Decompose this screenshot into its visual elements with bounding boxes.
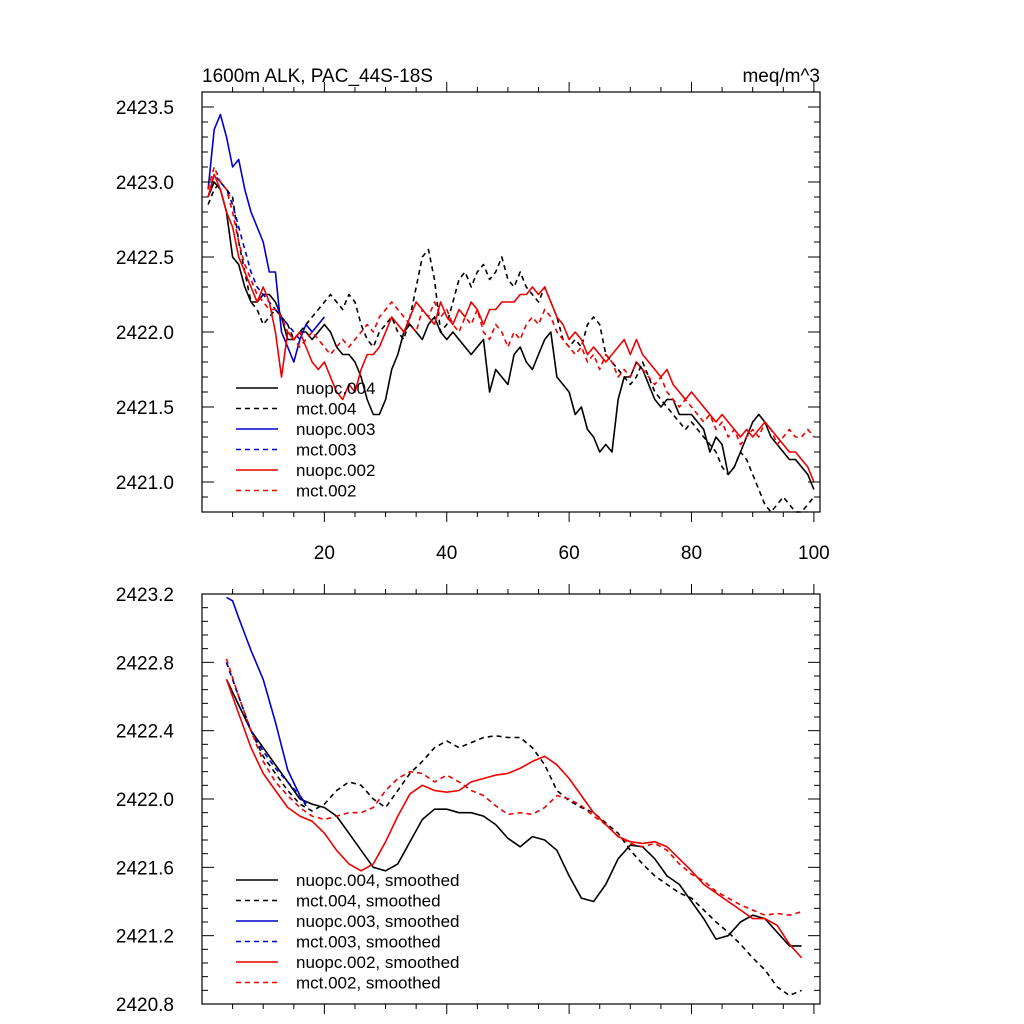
panel-1-xtick-label: 80: [681, 543, 702, 564]
panel-2-ytick-label: 2423.2: [116, 585, 174, 606]
panel-2-legend-label-2: nuopc.003, smoothed: [296, 912, 460, 931]
panel-1-units: meq/m^3: [742, 66, 820, 87]
panel-2-legend-label-5: mct.002, smoothed: [296, 974, 441, 993]
panel-2-legend-label-3: mct.003, smoothed: [296, 933, 441, 952]
panel-2-ytick-label: 2422.8: [116, 653, 174, 674]
panel-1-xtick-label: 20: [314, 543, 335, 564]
panel-1-series-line-4: [207, 173, 815, 483]
panel-2-ytick-label: 2421.6: [116, 858, 174, 879]
panel-1-legend-label-4: nuopc.002: [296, 461, 375, 480]
panel-2-series-line-4: [225, 679, 803, 959]
panel-2-ytick-label: 2420.8: [116, 995, 174, 1016]
panel-1-title: 1600m ALK, PAC_44S-18S: [202, 66, 433, 87]
panel-2-series-line-2: [226, 596, 307, 805]
panel-2-smoothed-series: 2420.8 2421.2 2421.6 2422.0 2422.4 2422.8 2423…: [116, 584, 821, 1016]
panel-1-xtick-label: 100: [798, 543, 830, 564]
panel-1-ytick-label: 2423.0: [116, 173, 174, 194]
panel-1-ytick-label: 2421.5: [116, 398, 174, 419]
panel-2-ytick-label: 2422.0: [116, 790, 174, 811]
panel-1-series-line-5: [207, 166, 815, 446]
panel-1-series-line-1: [207, 181, 815, 513]
panel-1-legend-label-2: nuopc.003: [296, 420, 375, 439]
panel-2-series-line-0: [225, 679, 802, 947]
panel-1-xtick-label: 40: [436, 543, 457, 564]
panel-2-ytick-label: 2422.4: [116, 722, 175, 743]
panel-1-legend-label-5: mct.002: [296, 482, 356, 501]
panel-1-raw-series: 2421.0 2421.5 2422.0 2422.5 2423.0 2423.5 20 40…: [116, 82, 830, 564]
panel-1-xtick-label: 60: [559, 543, 580, 564]
panel-2-legend-label-1: mct.004, smoothed: [296, 892, 441, 911]
panel-1-ytick-label: 2422.5: [116, 248, 174, 269]
panel-2-legend-label-4: nuopc.002, smoothed: [296, 953, 460, 972]
panel-2-series-line-5: [225, 658, 802, 917]
panel-1-ytick-label: 2421.0: [116, 473, 174, 494]
panel-2-ytick-label: 2421.2: [116, 927, 174, 948]
panel-2-series-line-1: [225, 662, 802, 997]
panel-1-legend-label-3: mct.003: [296, 441, 356, 460]
panel-1-legend-label-1: mct.004: [296, 400, 356, 419]
panel-1-ytick-label: 2422.0: [116, 323, 174, 344]
panel-1-series-line-3: [207, 173, 301, 341]
panel-2-legend-label-0: nuopc.004, smoothed: [296, 871, 460, 890]
panel-1-series-line-2: [207, 113, 326, 363]
panel-1-legend-label-0: nuopc.004: [296, 379, 375, 398]
panel-1-ytick-label: 2423.5: [116, 98, 174, 119]
